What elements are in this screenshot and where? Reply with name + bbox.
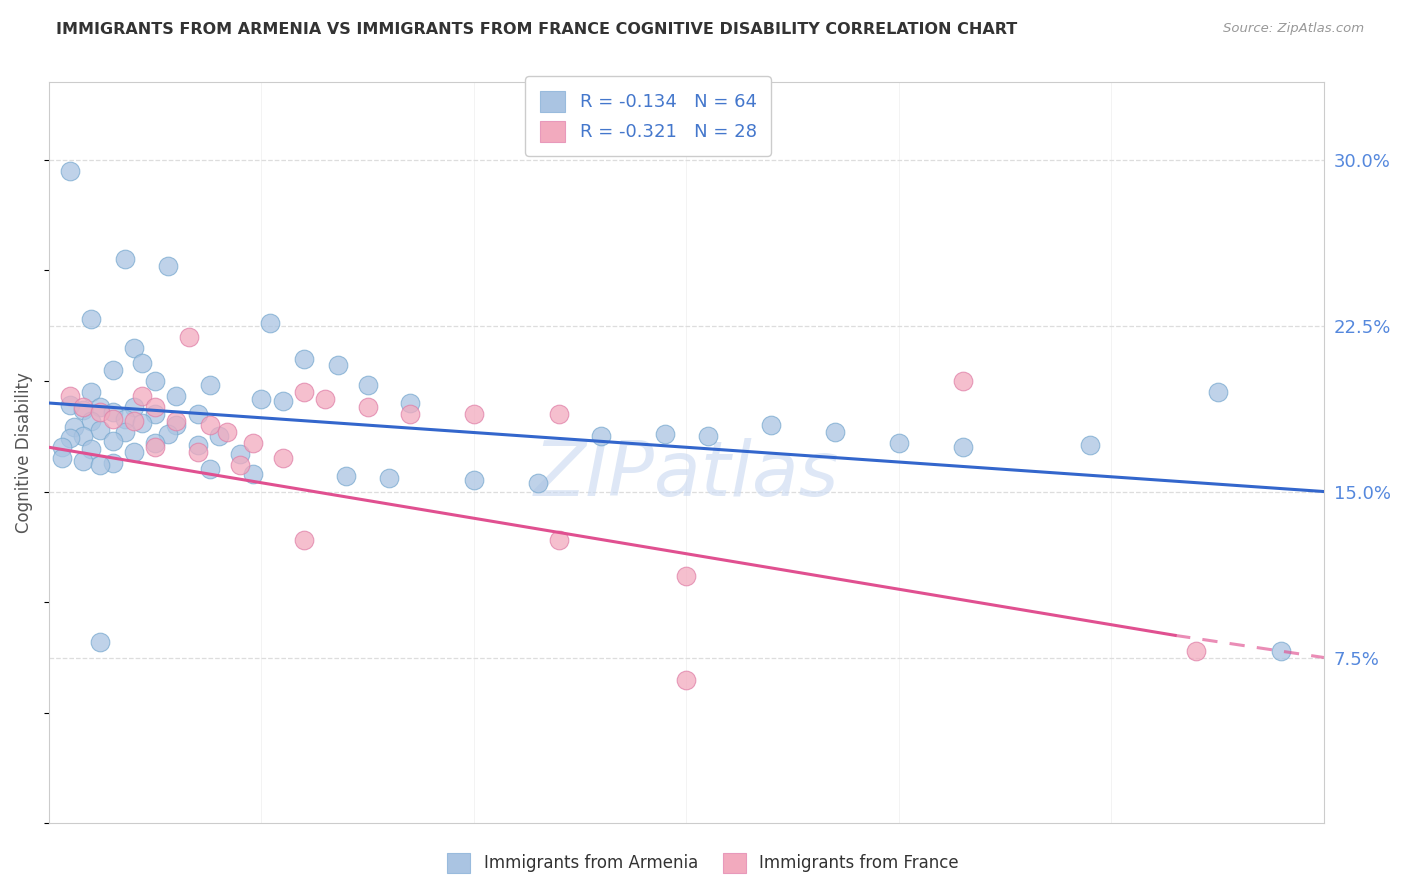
Point xyxy=(200,462,222,476)
Point xyxy=(187,407,209,421)
Legend: Immigrants from Armenia, Immigrants from France: Immigrants from Armenia, Immigrants from… xyxy=(440,847,966,880)
Point xyxy=(229,447,252,461)
Text: IMMIGRANTS FROM ARMENIA VS IMMIGRANTS FROM FRANCE COGNITIVE DISABILITY CORRELATI: IMMIGRANTS FROM ARMENIA VS IMMIGRANTS FR… xyxy=(56,22,1018,37)
Point xyxy=(217,425,239,439)
Y-axis label: Cognitive Disability: Cognitive Disability xyxy=(15,372,32,533)
Point xyxy=(357,378,380,392)
Point xyxy=(80,312,103,326)
Point xyxy=(122,414,145,428)
Point xyxy=(89,423,111,437)
Point xyxy=(463,407,485,421)
Point xyxy=(1078,438,1101,452)
Point xyxy=(51,451,73,466)
Point xyxy=(59,389,82,403)
Point xyxy=(548,407,571,421)
Text: Source: ZipAtlas.com: Source: ZipAtlas.com xyxy=(1223,22,1364,36)
Point xyxy=(242,467,264,481)
Point xyxy=(143,440,166,454)
Point xyxy=(654,427,676,442)
Point xyxy=(292,384,315,399)
Point xyxy=(271,451,294,466)
Point xyxy=(114,411,136,425)
Point xyxy=(51,440,73,454)
Point xyxy=(166,418,188,433)
Point xyxy=(72,402,94,417)
Point xyxy=(101,456,124,470)
Point xyxy=(200,378,222,392)
Point xyxy=(89,401,111,415)
Point xyxy=(59,163,82,178)
Point xyxy=(143,401,166,415)
Point xyxy=(114,252,136,267)
Point xyxy=(271,393,294,408)
Point xyxy=(259,317,281,331)
Point xyxy=(143,407,166,421)
Point xyxy=(143,374,166,388)
Point xyxy=(696,429,718,443)
Point xyxy=(131,389,153,403)
Point xyxy=(80,442,103,457)
Point xyxy=(292,533,315,548)
Point xyxy=(250,392,273,406)
Point xyxy=(166,389,188,403)
Point xyxy=(591,429,613,443)
Point xyxy=(326,359,349,373)
Point xyxy=(952,374,974,388)
Text: ZIPatlas: ZIPatlas xyxy=(534,438,839,512)
Point xyxy=(675,568,697,582)
Point xyxy=(357,401,380,415)
Point xyxy=(72,453,94,467)
Point xyxy=(166,414,188,428)
Point xyxy=(72,429,94,443)
Point xyxy=(399,396,422,410)
Point xyxy=(1270,644,1292,658)
Point xyxy=(156,259,179,273)
Point xyxy=(101,434,124,448)
Point xyxy=(80,384,103,399)
Point xyxy=(101,363,124,377)
Point xyxy=(292,351,315,366)
Point xyxy=(208,429,231,443)
Point xyxy=(761,418,783,433)
Point xyxy=(122,401,145,415)
Point xyxy=(122,341,145,355)
Point xyxy=(526,475,548,490)
Point xyxy=(1185,644,1208,658)
Point xyxy=(675,673,697,687)
Point xyxy=(952,440,974,454)
Point xyxy=(143,435,166,450)
Point xyxy=(229,458,252,472)
Point xyxy=(122,444,145,458)
Legend: R = -0.134   N = 64, R = -0.321   N = 28: R = -0.134 N = 64, R = -0.321 N = 28 xyxy=(526,77,770,156)
Point xyxy=(242,435,264,450)
Point xyxy=(200,418,222,433)
Point xyxy=(887,435,910,450)
Point xyxy=(59,398,82,412)
Point xyxy=(824,425,846,439)
Point xyxy=(1206,384,1229,399)
Point xyxy=(179,329,201,343)
Point xyxy=(59,432,82,446)
Point xyxy=(548,533,571,548)
Point xyxy=(89,635,111,649)
Point xyxy=(131,356,153,370)
Point xyxy=(72,401,94,415)
Point xyxy=(131,416,153,430)
Point xyxy=(101,411,124,425)
Point xyxy=(63,420,86,434)
Point xyxy=(89,458,111,472)
Point xyxy=(80,414,103,428)
Point xyxy=(335,469,357,483)
Point xyxy=(187,438,209,452)
Point xyxy=(399,407,422,421)
Point xyxy=(314,392,336,406)
Point xyxy=(378,471,401,485)
Point xyxy=(89,405,111,419)
Point xyxy=(101,405,124,419)
Point xyxy=(463,474,485,488)
Point xyxy=(156,427,179,442)
Point xyxy=(187,444,209,458)
Point xyxy=(114,425,136,439)
